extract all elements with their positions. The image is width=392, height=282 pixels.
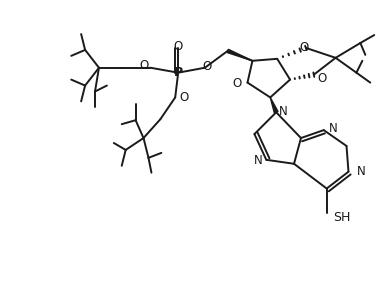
Text: N: N <box>356 165 365 178</box>
Text: O: O <box>202 60 212 73</box>
Text: O: O <box>299 41 309 54</box>
Polygon shape <box>270 98 278 113</box>
Text: P: P <box>174 66 183 79</box>
Text: N: N <box>279 105 288 118</box>
Text: O: O <box>179 91 189 104</box>
Polygon shape <box>227 49 252 61</box>
Text: N: N <box>328 122 338 135</box>
Text: SH: SH <box>333 211 350 224</box>
Text: O: O <box>232 77 241 90</box>
Text: O: O <box>318 72 327 85</box>
Text: N: N <box>254 154 262 167</box>
Text: O: O <box>174 40 183 53</box>
Text: O: O <box>139 59 149 72</box>
